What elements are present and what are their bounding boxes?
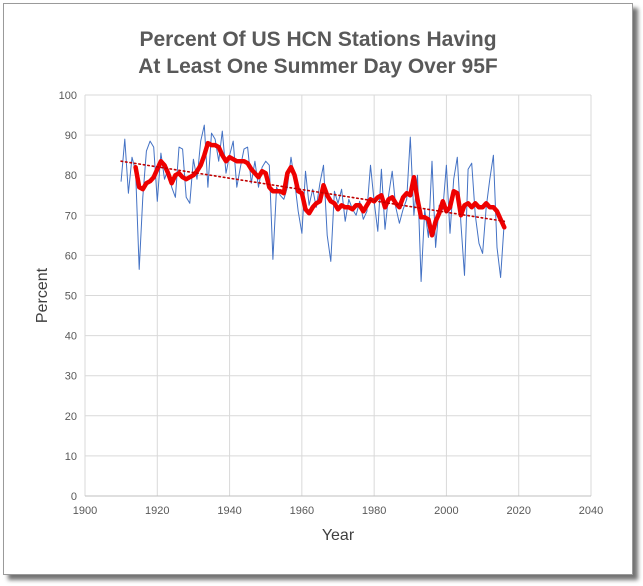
chart-title: Percent Of US HCN Stations Having At Lea… [4,26,632,80]
y-tick-label: 60 [65,250,77,262]
y-tick-label: 100 [59,90,77,102]
x-tick-label: 1980 [362,505,386,517]
x-tick-label: 1900 [73,505,97,517]
y-tick-label: 50 [65,291,77,303]
x-tick-label: 1960 [290,505,314,517]
y-tick-label: 10 [65,451,77,463]
line-chart: 1900 1920 1940 1960 1980 2000 2020 2040 0 10 20 30… [34,90,603,544]
x-axis-label: Year [322,527,355,544]
y-tick-label: 80 [65,170,77,182]
y-tick-label: 70 [65,210,77,222]
running-mean-line [133,140,507,238]
y-tick-label: 40 [65,331,77,343]
y-axis-label: Percent [34,267,51,323]
y-tick-label: 90 [65,130,77,142]
y-tick-label: 0 [71,491,77,503]
x-tick-label: 2020 [506,505,530,517]
x-tick-label: 1940 [217,505,241,517]
chart-frame: Percent Of US HCN Stations Having At Lea… [3,3,633,575]
x-tick-labels: 1900 1920 1940 1960 1980 2000 2020 2040 [73,505,603,517]
chart-title-line-2: At Least One Summer Day Over 95F [138,55,498,78]
x-tick-label: 2040 [579,505,603,517]
x-tick-label: 1920 [145,505,169,517]
x-tick-label: 2000 [434,505,458,517]
y-tick-label: 20 [65,411,77,423]
y-tick-label: 30 [65,371,77,383]
y-tick-labels: 0 10 20 30 40 50 60 70 80 90 100 [59,90,77,503]
chart-title-line-1: Percent Of US HCN Stations Having [139,28,497,51]
data-series [120,124,507,282]
trend-line [120,160,506,223]
gridlines [84,94,592,497]
